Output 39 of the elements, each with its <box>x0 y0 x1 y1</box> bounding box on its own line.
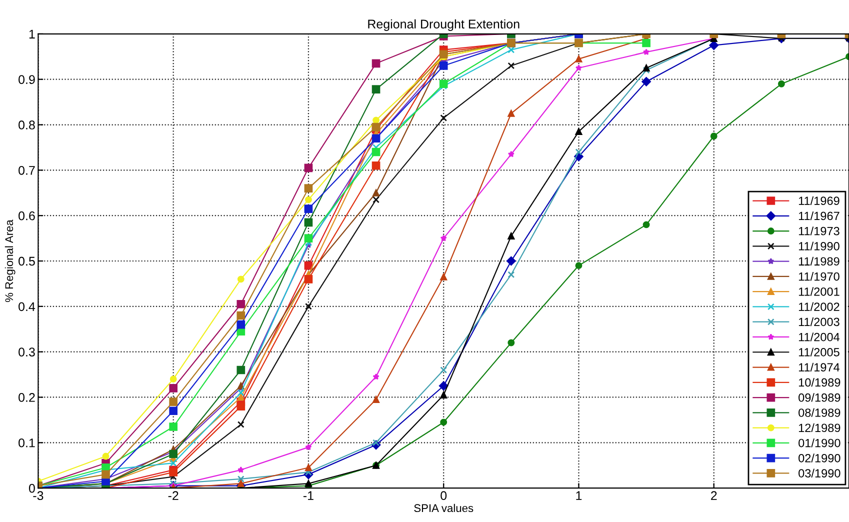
x-tick-label: -3 <box>33 491 44 500</box>
x-tick-label: 0 <box>440 491 447 500</box>
y-tick-label: 0.5 <box>18 256 35 266</box>
legend-label: 01/1990 <box>798 438 840 448</box>
legend-label: 03/1990 <box>798 468 840 478</box>
y-tick-label: 0.4 <box>18 302 36 312</box>
x-tick-label: 1 <box>576 491 582 500</box>
y-tick-label: 0.3 <box>18 348 35 356</box>
x-tick-label: 2 <box>711 491 717 500</box>
legend-label: 02/1990 <box>798 454 840 462</box>
y-tick-label: 0.1 <box>18 438 35 448</box>
legend-label: 11/2002 <box>798 302 840 311</box>
legend-label: 08/1989 <box>798 408 840 417</box>
legend-label: 10/1989 <box>798 378 840 387</box>
legend-label: 11/1967 <box>798 211 840 220</box>
legend-label: 11/2003 <box>798 317 840 326</box>
y-tick-label: 0.8 <box>18 120 35 130</box>
legend-label: 11/1974 <box>798 362 840 372</box>
x-axis-title: SPIA values <box>414 504 474 512</box>
legend-label: 11/2005 <box>798 348 840 356</box>
legend-label: 11/2004 <box>798 332 840 342</box>
y-tick-label: 1 <box>29 30 35 38</box>
y-tick-label: 0.7 <box>18 166 35 175</box>
legend-label: 11/1990 <box>798 242 840 250</box>
legend-label: 11/2001 <box>798 287 840 296</box>
chart-title: Regional Drought Extention <box>368 19 520 31</box>
legend-label: 12/1989 <box>798 423 840 432</box>
y-tick-label: 0.9 <box>18 75 35 84</box>
y-axis-title: % Regional Area <box>4 220 16 302</box>
y-tick-label: 0.6 <box>18 211 35 220</box>
x-tick-label: -2 <box>168 491 178 500</box>
legend-label: 11/1973 <box>798 226 840 236</box>
y-tick-label: 0 <box>28 484 35 493</box>
x-tick-label: -1 <box>303 491 314 500</box>
legend-label: 11/1969 <box>798 196 840 206</box>
legend-label: 11/1989 <box>798 256 840 266</box>
y-tick-label: 0.2 <box>18 393 35 402</box>
legend-label: 11/1970 <box>798 272 840 281</box>
legend-label: 09/1989 <box>798 393 840 402</box>
